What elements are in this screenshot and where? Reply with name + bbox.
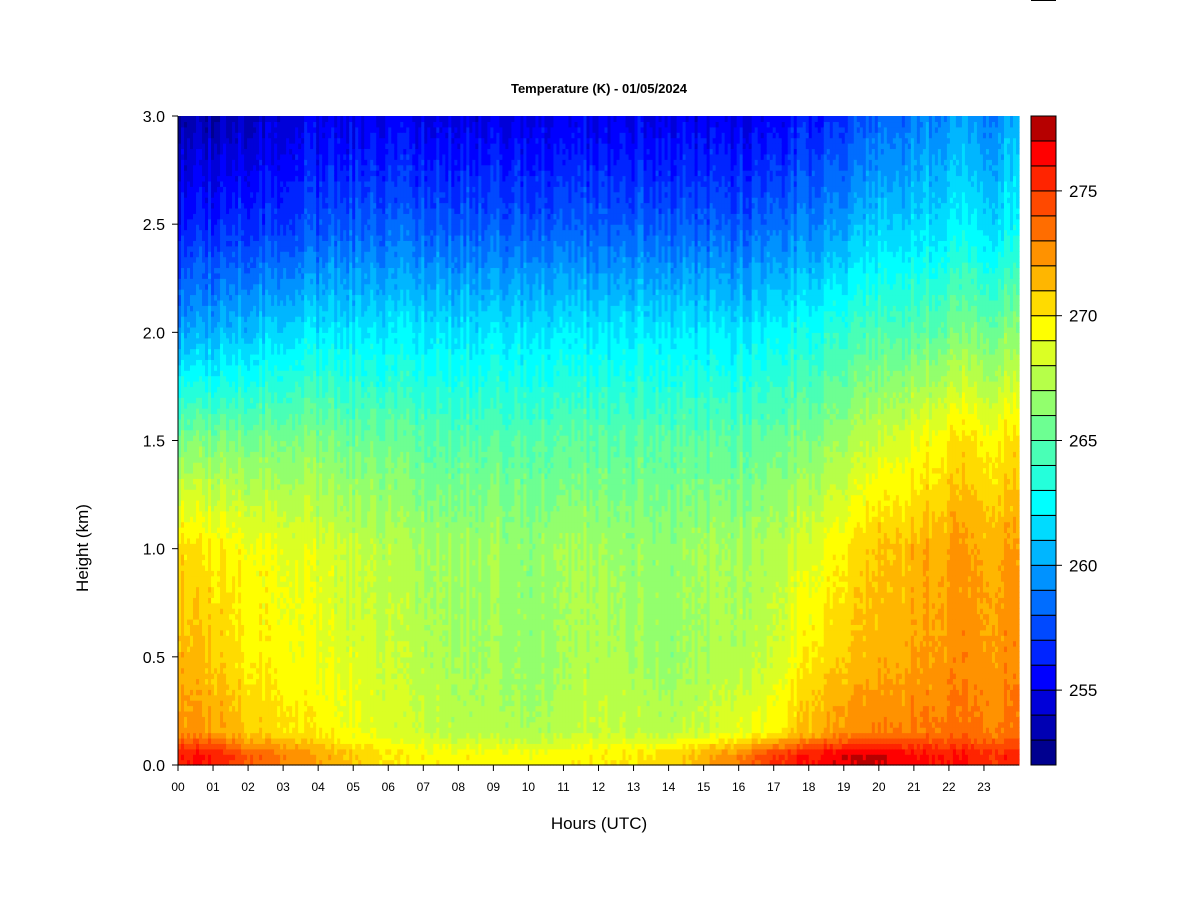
heatmap-plot-area [178,116,1020,766]
chart-title: Temperature (K) - 01/05/2024 [511,81,688,96]
